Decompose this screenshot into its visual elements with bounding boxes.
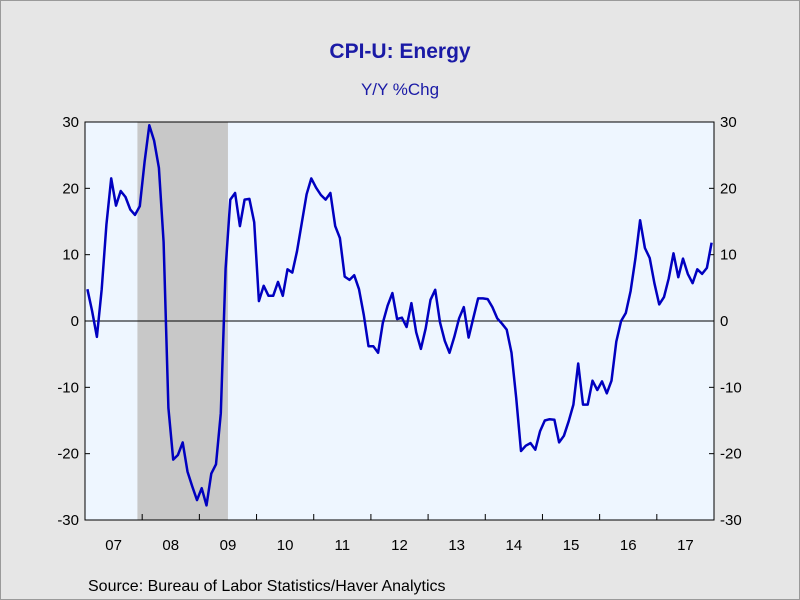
y-tick-label-right: 30	[720, 114, 737, 131]
x-tick-label: 12	[391, 537, 408, 554]
y-tick-label-right: 20	[720, 180, 737, 197]
y-tick-label-left: -20	[57, 446, 79, 463]
y-tick-label-left: -10	[57, 379, 79, 396]
x-tick-label: 07	[105, 537, 122, 554]
chart-subtitle: Y/Y %Chg	[360, 80, 440, 99]
x-tick-label: 09	[220, 537, 237, 554]
right-axis-ticks: 30 20 10 0 -10 -20 -30	[709, 114, 742, 529]
x-tick-label: 17	[677, 537, 694, 554]
chart-title: CPI-U: Energy	[329, 40, 471, 63]
y-tick-label-right: -10	[720, 379, 742, 396]
y-tick-label-right: 0	[720, 313, 728, 330]
x-tick-label: 11	[335, 537, 351, 554]
y-tick-label-left: 0	[71, 313, 79, 330]
x-tick-label: 16	[620, 537, 637, 554]
x-tick-label: 08	[162, 537, 179, 554]
y-tick-label-right: -30	[720, 512, 742, 529]
source-note: Source: Bureau of Labor Statistics/Haver…	[88, 578, 446, 595]
y-tick-label-left: 10	[62, 247, 79, 264]
x-axis-ticks: 07 08 09 10 11 12 13 14 15 16 17	[105, 514, 694, 554]
x-tick-label: 14	[506, 537, 523, 554]
x-tick-label: 10	[277, 537, 294, 554]
x-tick-label: 15	[563, 537, 580, 554]
y-tick-label-left: 20	[62, 180, 79, 197]
y-tick-label-left: 30	[62, 114, 79, 131]
x-tick-label: 13	[448, 537, 465, 554]
series-line-energy	[86, 124, 713, 507]
y-tick-label-left: -30	[57, 512, 79, 529]
y-tick-label-right: 10	[720, 247, 737, 264]
y-tick-label-right: -20	[720, 446, 742, 463]
plot-border	[84, 121, 715, 521]
left-axis-ticks: 30 20 10 0 -10 -20 -30	[57, 114, 90, 529]
